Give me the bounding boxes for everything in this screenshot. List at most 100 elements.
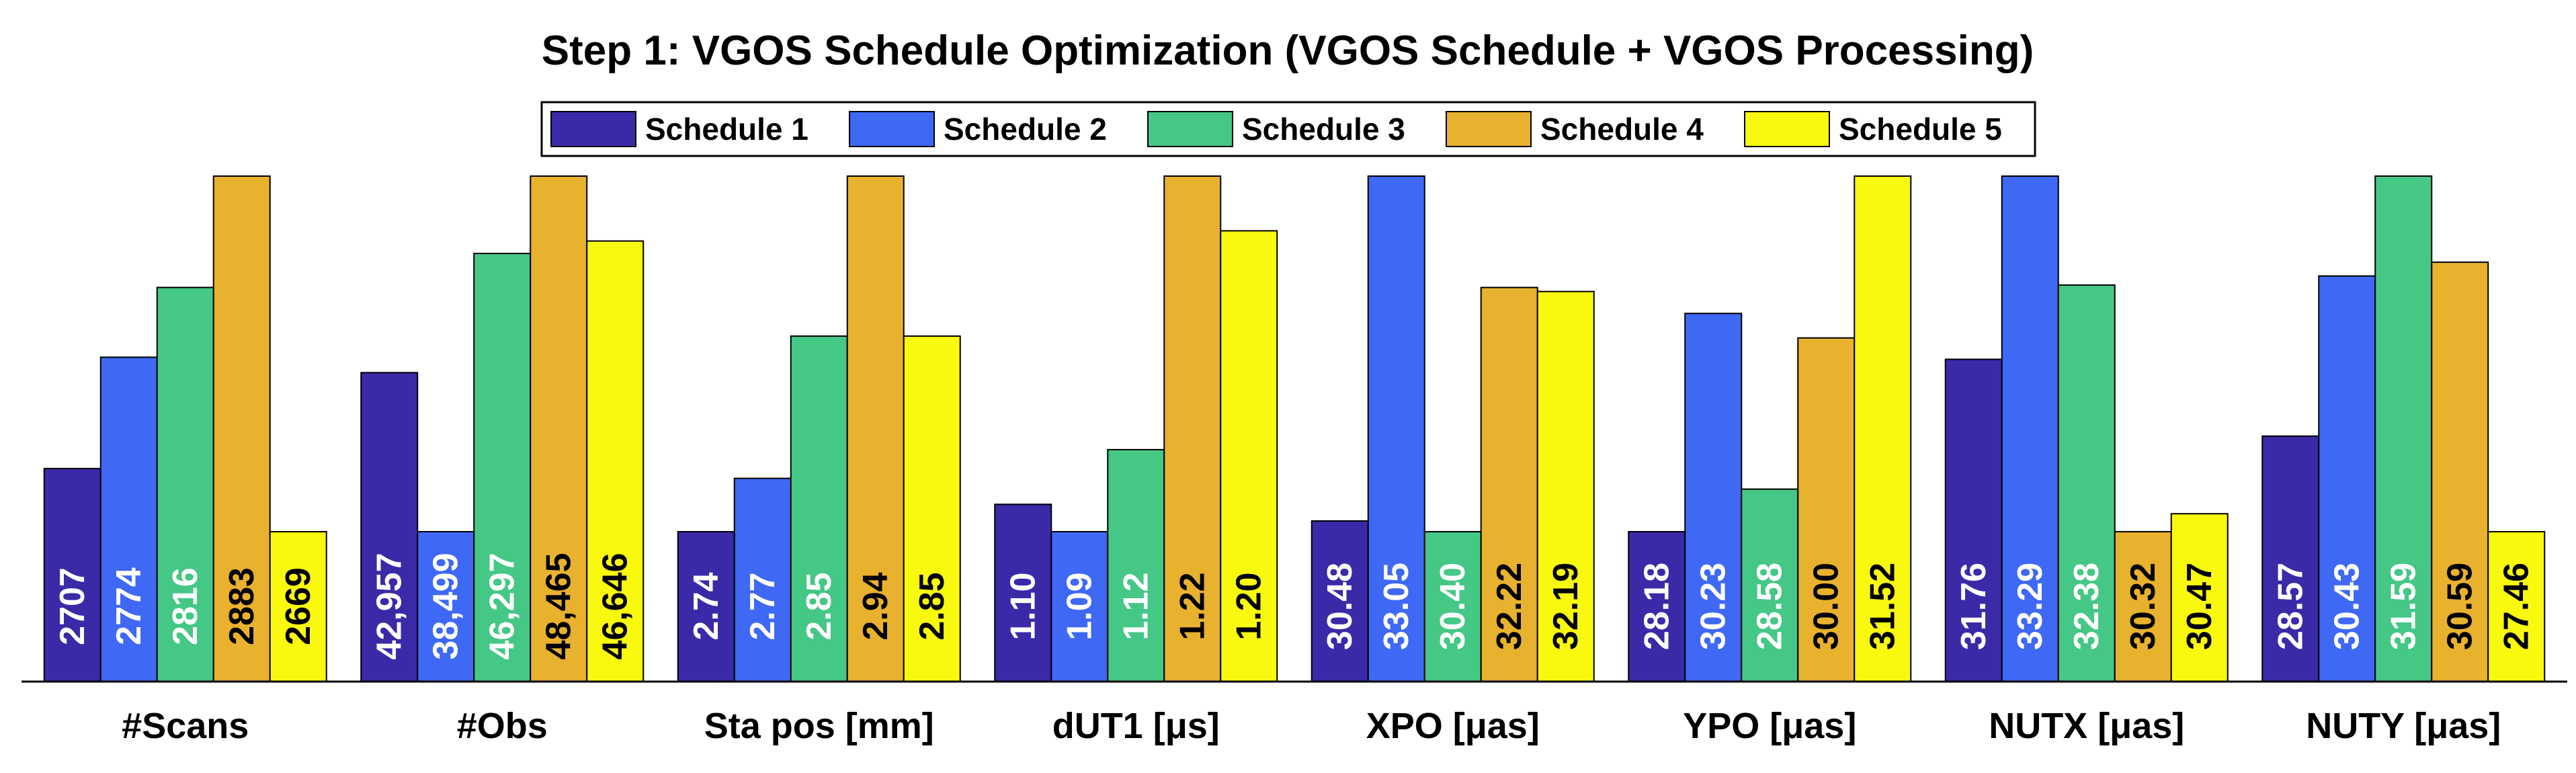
bar-schedule-3-8: [2374, 175, 2433, 682]
bar-value-label: 1.20: [1229, 572, 1268, 640]
bar-group-6: 28.18 30.23 28.58 30.00 31.52: [1628, 175, 1912, 683]
bar-schedule-5-5: [1536, 290, 1595, 682]
bar-schedule-1-4: [994, 503, 1052, 682]
bar-value-label: 2774: [110, 567, 149, 645]
bar-schedule-2-5: [1367, 175, 1425, 682]
bar-schedule-4-1: [212, 175, 271, 682]
bar-schedule-3-5: [1423, 531, 1482, 682]
legend-label: Schedule 4: [1540, 112, 1704, 147]
bar-schedule-3-7: [2057, 284, 2116, 682]
bar-schedule-5-2: [586, 240, 645, 682]
bar-value-label: 30.43: [2327, 563, 2366, 650]
bar-schedule-4-4: [1163, 175, 1222, 682]
x-tick-label: dUT1 [μs]: [1052, 706, 1220, 746]
bar-value-label: 30.23: [1694, 563, 1733, 650]
legend-entry-schedule-1: Schedule 1: [550, 111, 808, 147]
bar-value-label: 30.47: [2180, 563, 2219, 650]
x-tick-label: Sta pos [mm]: [704, 706, 934, 746]
bar-value-label: 2.85: [913, 572, 952, 640]
bar-group-1: 2707 2774 2816 2883 2669: [43, 175, 327, 682]
bar-value-label: 48,465: [539, 553, 578, 659]
legend-swatch: [550, 111, 636, 147]
bar-value-label: 2.74: [687, 572, 726, 640]
bar-value-label: 2.94: [856, 572, 895, 640]
bar-value-label: 28.58: [1750, 563, 1789, 650]
bar-value-label: 27.46: [2497, 563, 2536, 650]
bar-schedule-3-4: [1107, 448, 1165, 683]
x-tick-label: XPO [μas]: [1366, 706, 1540, 746]
bar-value-label: 2816: [166, 567, 205, 645]
bar-schedule-1-1: [43, 468, 101, 682]
bar-schedule-1-7: [1944, 358, 2003, 682]
bar-value-label: 32.19: [1546, 563, 1585, 650]
bar-schedule-2-1: [99, 356, 158, 682]
x-tick-label: #Scans: [122, 706, 249, 746]
bar-value-label: 2.77: [743, 572, 782, 640]
bar-value-label: 33.29: [2011, 563, 2050, 650]
bar-value-label: 30.40: [1434, 563, 1472, 650]
bar-value-label: 2.85: [800, 572, 839, 640]
legend-label: Schedule 3: [1242, 112, 1405, 147]
bar-schedule-1-5: [1311, 520, 1369, 683]
bar-value-label: 28.57: [2271, 563, 2310, 650]
bar-schedule-3-3: [790, 335, 848, 682]
bar-group-4: 1.10 1.09 1.12 1.22 1.20: [994, 175, 1278, 683]
legend-swatch: [849, 111, 935, 147]
bar-schedule-5-3: [903, 335, 961, 682]
x-tick-label: YPO [μas]: [1683, 706, 1856, 746]
bar-schedule-2-6: [1684, 313, 1743, 682]
bar-value-label: 2883: [222, 567, 261, 645]
bar-group-5: 30.48 33.05 30.40 32.22 32.19: [1311, 175, 1595, 683]
legend-entry-schedule-4: Schedule 4: [1446, 111, 1704, 147]
bar-schedule-3-1: [156, 286, 214, 682]
bar-value-label: 2669: [279, 567, 318, 645]
bar-value-label: 1.10: [1003, 572, 1042, 640]
bar-schedule-4-8: [2431, 261, 2489, 682]
legend-swatch: [1744, 111, 1830, 147]
x-tick-label: NUTY [μas]: [2306, 706, 2501, 746]
bar-schedule-1-3: [677, 531, 735, 682]
legend: Schedule 1 Schedule 2 Schedule 3 Schedule 4…: [540, 101, 2036, 157]
bar-group-8: 28.57 30.43 31.59 30.59 27.46: [2261, 175, 2546, 682]
bar-value-label: 42,957: [370, 553, 409, 659]
bar-value-label: 32.38: [2067, 563, 2106, 650]
bar-value-label: 46,297: [483, 553, 522, 659]
bar-value-label: 31.52: [1863, 563, 1902, 650]
plot-area: 2707 2774 2816 2883 2669 #Scans 42,957 38,499 46…: [22, 175, 2567, 746]
bar-schedule-5-1: [269, 531, 327, 682]
x-tick-label: NUTX [μas]: [1989, 706, 2184, 746]
bar-value-label: 28.18: [1637, 563, 1676, 650]
bar-group-2: 42,957 38,499 46,297 48,465 46,646: [360, 175, 645, 682]
bar-value-label: 33.05: [1377, 563, 1416, 650]
bar-schedule-3-6: [1741, 488, 1799, 683]
legend-label: Schedule 1: [645, 112, 808, 147]
bar-group-7: 31.76 33.29 32.38 30.32 30.47: [1944, 175, 2229, 683]
bar-schedule-5-6: [1854, 175, 1912, 682]
legend-label: Schedule 5: [1839, 112, 2002, 147]
bar-value-label: 31.59: [2384, 563, 2423, 650]
bar-value-label: 30.00: [1806, 563, 1845, 650]
bar-value-label: 32.22: [1490, 563, 1529, 650]
bar-value-label: 38,499: [426, 553, 465, 659]
bar-value-label: 46,646: [595, 553, 634, 659]
x-tick-label: #Obs: [457, 706, 548, 746]
bar-value-label: 1.22: [1173, 572, 1212, 640]
bar-value-label: 30.59: [2440, 563, 2479, 650]
bar-value-label: 30.48: [1321, 563, 1360, 650]
bar-value-label: 1.12: [1116, 572, 1155, 640]
bar-value-label: 30.32: [2124, 563, 2163, 650]
bar-schedule-2-8: [2318, 275, 2376, 682]
legend-entry-schedule-3: Schedule 3: [1147, 111, 1405, 147]
bar-schedule-2-2: [417, 531, 475, 682]
bar-value-label: 31.76: [1954, 563, 1993, 650]
bar-value-label: 2707: [53, 567, 92, 645]
bar-schedule-2-4: [1050, 531, 1109, 682]
bar-value-label: 1.09: [1060, 572, 1099, 640]
legend-swatch: [1446, 111, 1532, 147]
bar-schedule-4-6: [1797, 337, 1856, 682]
chart-title: Step 1: VGOS Schedule Optimization (VGOS…: [542, 28, 2034, 74]
bar-schedule-5-4: [1220, 230, 1278, 682]
legend-label: Schedule 2: [944, 112, 1107, 147]
